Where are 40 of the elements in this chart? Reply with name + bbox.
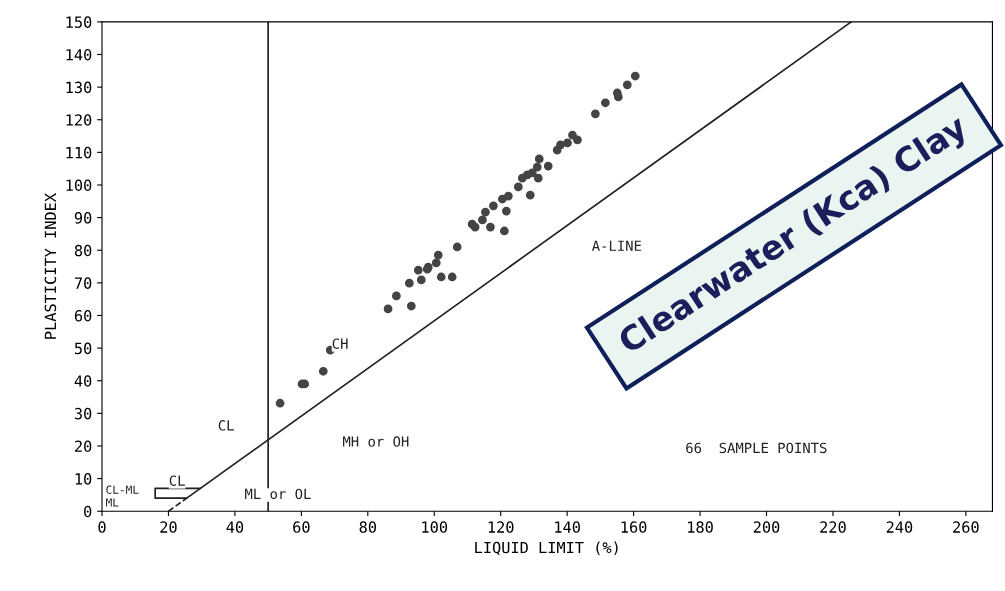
y-tick-label: 0 [84,505,92,518]
annotation: CH [332,338,348,349]
x-tick-label: 20 [160,521,177,533]
y-tick-label: 110 [66,146,92,159]
y-tick-label: 40 [74,375,92,387]
annotation: CL [218,420,234,431]
x-tick-label: 200 [753,521,780,533]
y-tick-label: 90 [74,212,92,224]
x-tick-label: 240 [886,521,913,533]
annotation: 66 SAMPLE POINTS [686,442,827,454]
x-tick-label: 60 [293,521,310,533]
y-tick-label: 70 [74,277,92,289]
y-tick-label: 100 [66,179,92,192]
y-tick-label: 50 [74,342,92,355]
x-tick-label: 180 [688,521,713,533]
x-tick-label: 140 [555,521,580,533]
y-tick-label: 20 [75,440,92,453]
y-axis-title: PLASTICITY INDEX [44,193,57,339]
y-tick-label: 150 [66,16,92,28]
y-tick-label: 30 [74,407,92,420]
x-tick-label: 40 [226,521,244,533]
x-axis-title: LIQUID LIMIT (%) [475,541,618,556]
x-tick-label: 120 [488,521,514,533]
x-tick-label: 260 [953,521,979,533]
annotation: ML or OL [245,488,311,500]
annotation: CL [169,475,185,486]
x-tick-label: 220 [820,521,846,533]
y-tick-label: 10 [75,473,92,485]
annotation: CL-ML [106,485,139,494]
x-tick-label: 0 [98,521,106,533]
y-tick-label: 80 [74,244,92,257]
y-tick-label: 60 [74,309,92,322]
y-tick-label: 140 [66,49,92,61]
annotation: ML [106,498,119,507]
y-tick-label: 120 [66,114,92,126]
x-tick-label: 160 [621,521,647,533]
x-tick-label: 80 [359,521,377,533]
y-tick-label: 130 [66,81,92,94]
x-tick-label: 100 [422,521,448,533]
annotation: MH or OH [343,436,409,447]
